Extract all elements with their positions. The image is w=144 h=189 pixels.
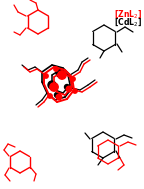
Circle shape [66, 86, 72, 92]
Text: [CdL$_2$]: [CdL$_2$] [114, 16, 142, 28]
Circle shape [54, 67, 58, 71]
Circle shape [71, 77, 75, 81]
Circle shape [56, 94, 62, 100]
Circle shape [65, 84, 70, 90]
Circle shape [48, 94, 52, 98]
Circle shape [50, 83, 58, 91]
Circle shape [73, 89, 77, 93]
Circle shape [54, 92, 59, 98]
Circle shape [44, 74, 48, 78]
Circle shape [58, 71, 66, 79]
Circle shape [56, 69, 64, 77]
Text: [ZnL$_2$]: [ZnL$_2$] [114, 8, 142, 20]
Circle shape [48, 81, 56, 89]
